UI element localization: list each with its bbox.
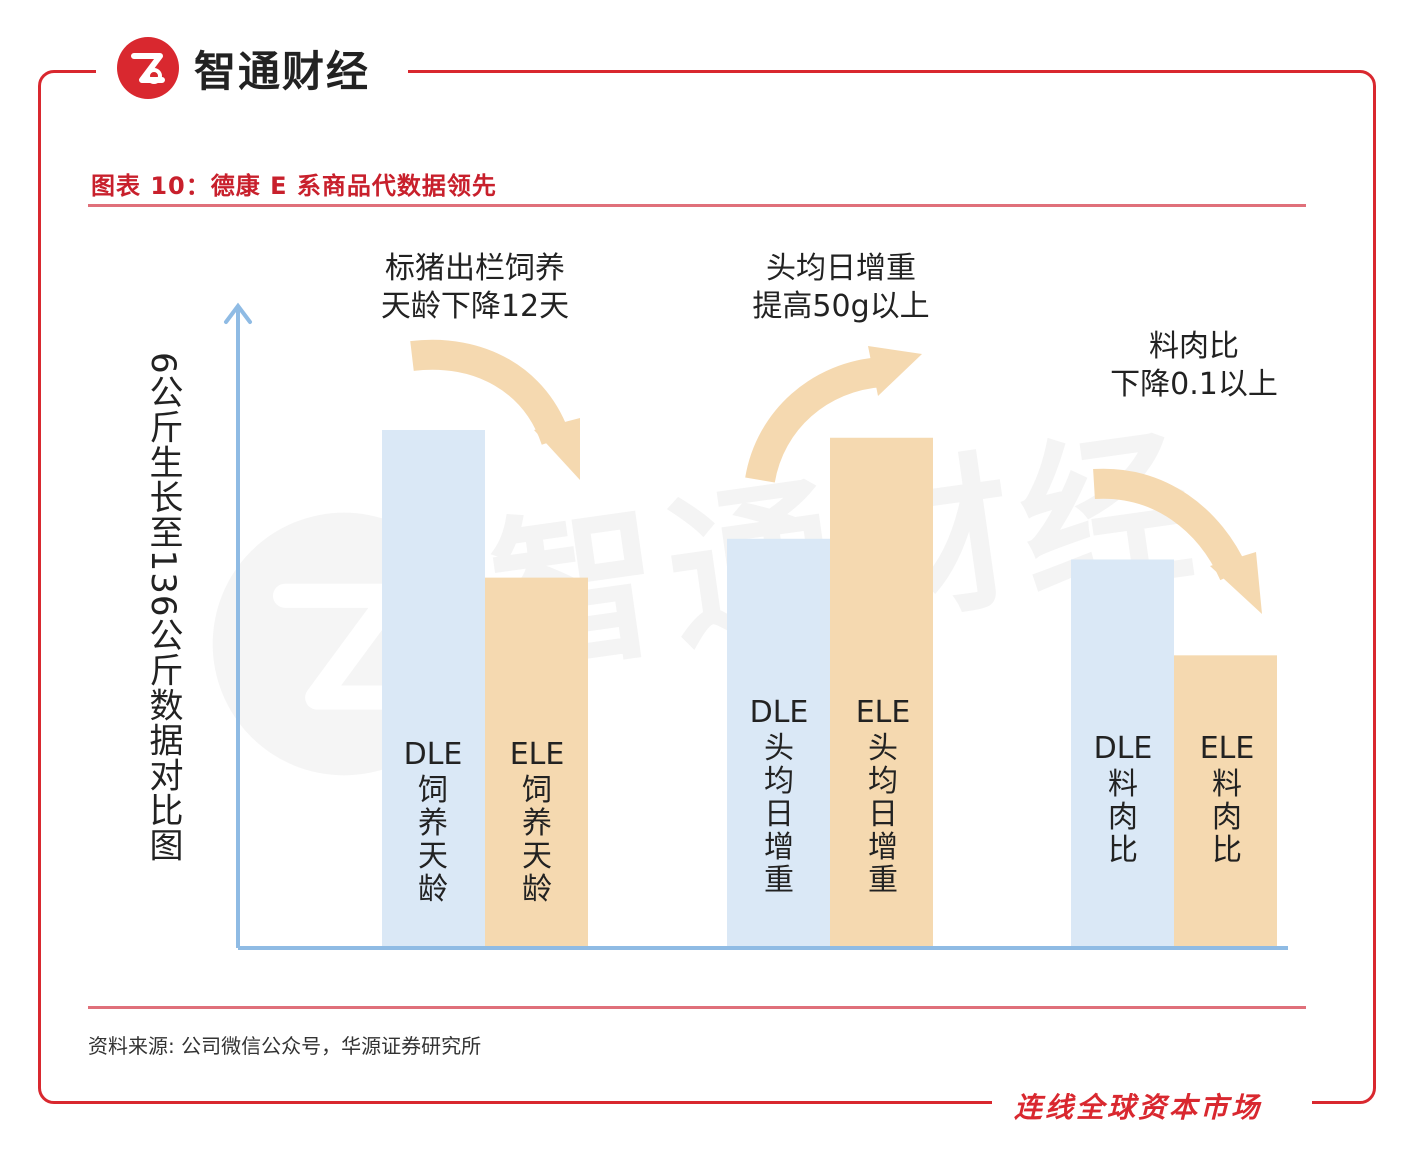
bar-dle-2	[1071, 559, 1174, 948]
bar-label-code: ELE	[855, 695, 911, 730]
y-axis-label: 6公斤生长至136公斤数据对比图	[143, 352, 183, 863]
annotation-2-line1: 料肉比	[1149, 329, 1239, 364]
annotation-arrowhead-0	[534, 418, 580, 480]
annotation-arrow-0	[410, 339, 571, 446]
annotation-0-line1: 标猪出栏饲养	[385, 251, 565, 286]
annotation-2: 料肉比 下降0.1以上	[1094, 328, 1294, 404]
annotation-1: 头均日增重 提高50g以上	[736, 250, 946, 326]
annotation-arrow-1	[745, 357, 884, 484]
bar-label-0-1: ELE 饲养天龄	[485, 736, 589, 906]
bar-label-code: DLE	[403, 737, 463, 772]
annotation-1-line1: 头均日增重	[766, 251, 916, 286]
annotation-arrowhead-1	[868, 346, 922, 396]
bar-label-desc: 饲养天龄	[522, 773, 552, 907]
bar-label-1-1: ELE 头均日增重	[831, 694, 935, 897]
source-note: 资料来源: 公司微信公众号，华源证券研究所	[88, 1034, 482, 1058]
frame-gap	[992, 1090, 1312, 1120]
bar-label-code: DLE	[1093, 731, 1153, 766]
y-axis-arrowhead	[224, 302, 252, 324]
bar-label-desc: 头均日增重	[868, 731, 898, 898]
bar-label-desc: 饲养天龄	[418, 773, 448, 907]
bar-ele-1	[830, 437, 933, 948]
brand-logo-icon	[117, 37, 179, 99]
figure-frame	[38, 70, 1376, 1104]
bar-label-2-1: ELE 料肉比	[1175, 730, 1279, 867]
bar-label-2-0: DLE 料肉比	[1071, 730, 1175, 867]
bar-label-desc: 头均日增重	[764, 731, 794, 898]
bar-label-0-0: DLE 饲养天龄	[381, 736, 485, 906]
bar-label-desc: 料肉比	[1108, 767, 1138, 868]
bar-label-1-0: DLE 头均日增重	[727, 694, 831, 897]
bar-label-desc: 料肉比	[1212, 767, 1242, 868]
bar-ele-0	[485, 577, 588, 948]
annotation-2-line2: 下降0.1以上	[1110, 367, 1278, 402]
slogan: 连线全球资本市场	[1014, 1091, 1263, 1124]
figure-title: 图表 10：德康 E 系商品代数据领先	[91, 172, 497, 200]
bar-label-code: DLE	[749, 695, 809, 730]
bar-label-code: ELE	[509, 737, 565, 772]
bar-dle-1	[727, 538, 830, 948]
bar-label-code: ELE	[1199, 731, 1255, 766]
annotation-0: 标猪出栏饲养 天龄下降12天	[360, 250, 590, 326]
annotation-0-line2: 天龄下降12天	[380, 289, 570, 324]
source-divider	[88, 1006, 1306, 1009]
title-divider	[88, 204, 1306, 207]
annotation-arrow-2	[1093, 468, 1248, 581]
brand-header: 智通财经	[116, 36, 370, 100]
brand-name: 智通财经	[194, 46, 371, 96]
annotation-arrowhead-2	[1210, 552, 1262, 614]
bar-dle-0	[382, 430, 485, 948]
annotation-1-line2: 提高50g以上	[752, 289, 930, 324]
bar-ele-2	[1174, 655, 1277, 948]
